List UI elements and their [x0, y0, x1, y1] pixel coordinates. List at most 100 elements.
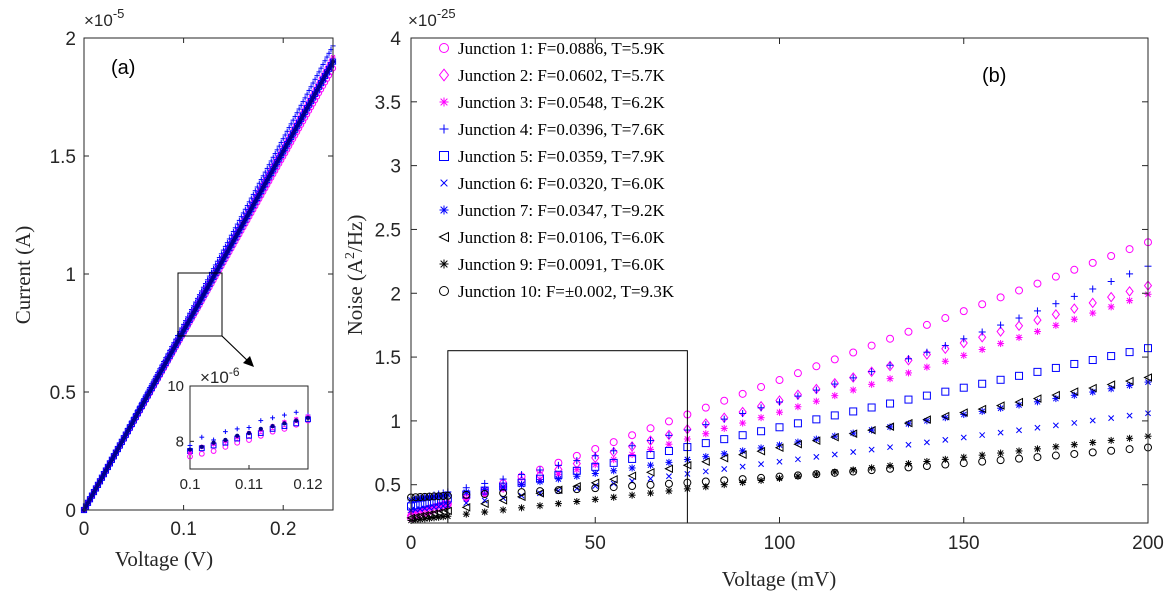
- iv-point: [312, 76, 318, 82]
- iv-point: [302, 95, 308, 101]
- data-point: [959, 307, 968, 316]
- data-point: [813, 453, 820, 460]
- data-point: [610, 447, 618, 455]
- legend-label: Junction 9: F=0.0091, T=6.0K: [458, 255, 666, 274]
- data-point: [978, 346, 986, 354]
- data-point: [573, 497, 581, 505]
- data-point: [997, 340, 1005, 348]
- panel-b-plot-area: 0 50 100 150 200 0.5 1 1.5 2 2.5 3 3.5 4: [375, 29, 1164, 554]
- iv-point: [300, 98, 306, 105]
- data-point: [995, 401, 1005, 410]
- zoom-arrow: [221, 335, 251, 364]
- inset-point: [223, 437, 228, 443]
- data-point: [499, 506, 507, 514]
- data-point: [831, 380, 839, 388]
- data-point: [922, 320, 931, 329]
- iv-point: [314, 73, 320, 79]
- data-point: [647, 437, 655, 445]
- data-point: [591, 495, 599, 503]
- data-point: [793, 439, 802, 449]
- data-point: [609, 483, 618, 492]
- data-point: [1089, 285, 1097, 293]
- data-point: [702, 430, 710, 438]
- data-point: [812, 397, 820, 405]
- inset-point: [270, 415, 275, 421]
- data-point: [609, 458, 618, 467]
- data-point: [867, 466, 876, 475]
- data-point: [665, 473, 672, 480]
- legend-marker: [439, 151, 449, 161]
- data-point: [1051, 308, 1061, 320]
- panel-b-label: (b): [982, 65, 1006, 87]
- inset-y-tick-label: 8: [176, 433, 184, 450]
- data-point: [923, 363, 931, 371]
- inset-point: [294, 418, 299, 423]
- data-point: [978, 457, 987, 466]
- x-tick-label: 0: [79, 519, 90, 540]
- inset-point: [187, 447, 193, 452]
- data-point: [739, 410, 747, 418]
- iv-point: [260, 173, 266, 179]
- data-point: [1125, 445, 1134, 454]
- data-point: [646, 480, 655, 489]
- data-point: [1015, 447, 1023, 455]
- data-point: [849, 374, 857, 382]
- data-point: [885, 422, 895, 431]
- x-tick-label: 50: [585, 533, 606, 554]
- y-tick-label: 2: [65, 29, 76, 50]
- data-point: [481, 497, 488, 504]
- data-point: [1106, 380, 1116, 389]
- legend-marker: [439, 97, 449, 107]
- data-point: [922, 391, 931, 400]
- data-point: [997, 321, 1005, 329]
- legend-label: Junction 5: F=0.0359, T=7.9K: [458, 147, 666, 166]
- data-point: [885, 360, 895, 372]
- data-point: [481, 508, 489, 516]
- legend-marker: [439, 43, 449, 53]
- data-point: [1125, 348, 1134, 357]
- data-point: [776, 458, 783, 465]
- y-tick-label: 0: [65, 501, 76, 522]
- data-point: [1124, 376, 1134, 386]
- data-point: [812, 386, 820, 394]
- inset-point: [282, 421, 287, 426]
- data-point: [1052, 321, 1060, 329]
- inset-x-tick-label: 0.1: [180, 476, 201, 493]
- x-tick-label: 150: [948, 533, 980, 554]
- data-point: [794, 403, 802, 411]
- data-point: [941, 343, 950, 355]
- data-point: [867, 403, 876, 412]
- data-point: [1033, 445, 1041, 453]
- y-tick-label: 1: [390, 412, 401, 433]
- inset-point: [246, 425, 252, 430]
- iv-point: [292, 113, 298, 120]
- data-point: [738, 475, 747, 484]
- data-point: [701, 439, 710, 448]
- data-point: [1125, 285, 1134, 297]
- data-point: [812, 415, 821, 424]
- data-point: [997, 429, 1004, 436]
- data-point: [518, 471, 526, 479]
- iv-point: [290, 117, 296, 123]
- data-point: [1108, 415, 1115, 422]
- inset-point: [210, 448, 217, 454]
- data-point: [849, 407, 858, 416]
- data-point: [1052, 443, 1060, 451]
- data-point: [480, 489, 489, 498]
- data-point: [774, 443, 784, 453]
- data-point: [702, 421, 710, 429]
- arrow-head: [243, 356, 254, 367]
- panel-a-ylabel: Current (A): [11, 226, 35, 325]
- series-7: [407, 378, 1152, 504]
- data-point: [481, 486, 489, 494]
- data-point: [1070, 449, 1079, 458]
- data-point: [776, 398, 783, 406]
- inset-point: [258, 426, 263, 432]
- data-point: [554, 461, 562, 469]
- y-tick-label: 0.5: [50, 383, 76, 404]
- inset-point: [282, 412, 287, 418]
- legend-item-1: Junction 1: F=0.0886, T=5.9K: [439, 39, 666, 58]
- panel-b-ylabel: Noise (A2/Hz): [343, 215, 367, 336]
- iv-point: [270, 154, 276, 160]
- legend-item-3: Junction 3: F=0.0548, T=6.2K: [439, 93, 666, 112]
